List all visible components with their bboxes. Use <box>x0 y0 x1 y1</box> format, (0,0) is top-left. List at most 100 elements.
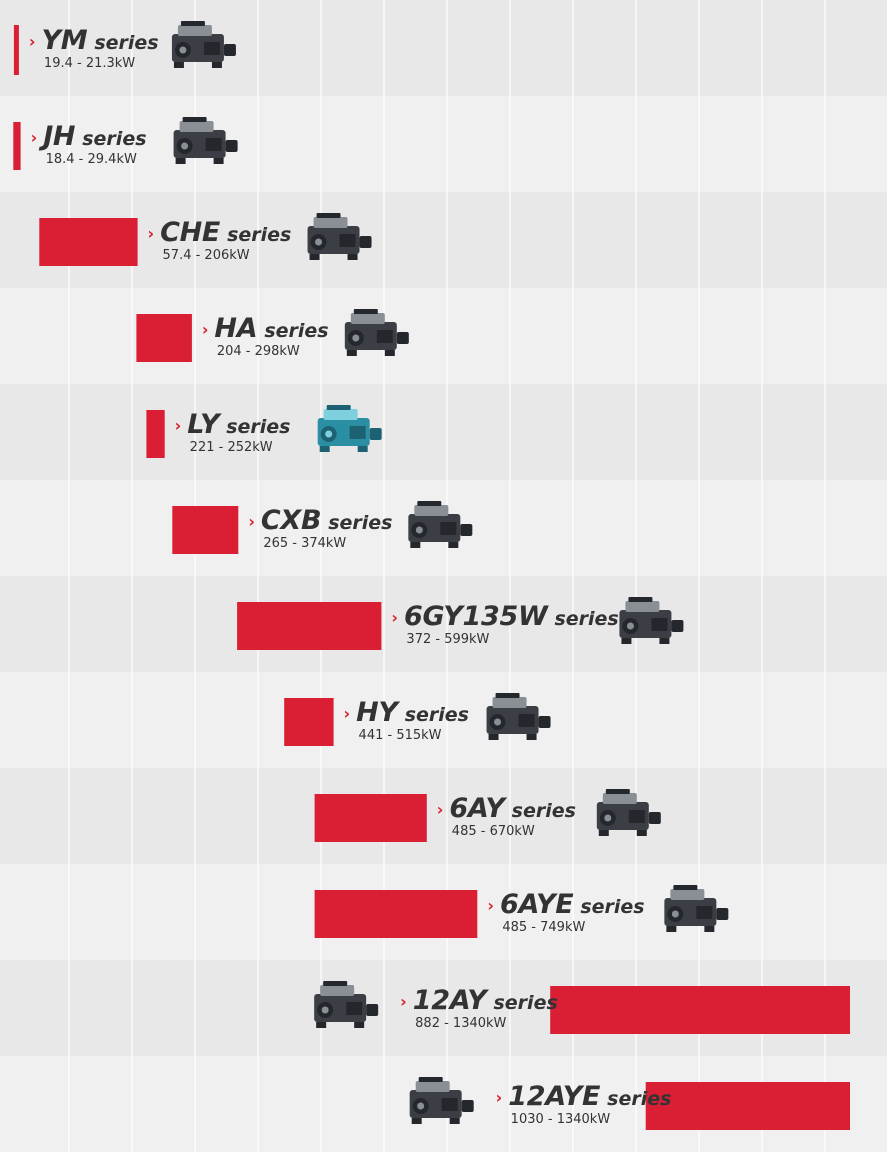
chevron-right-icon: › <box>174 416 182 435</box>
series-name-line: › CHE series <box>148 219 292 246</box>
power-range-label: 19.4 - 21.3kW <box>43 56 136 71</box>
series-label-6ay[interactable]: › 6AY series 485 - 670kW <box>437 795 576 839</box>
series-name-line: › 12AY series <box>400 987 558 1014</box>
series-name-line: › 6GY135W series <box>391 603 618 630</box>
power-range-label: 204 - 298kW <box>216 344 300 359</box>
marine-engine-icon-ly <box>317 405 382 452</box>
range-bar-ha <box>136 314 192 362</box>
series-name-line: › LY series <box>175 411 291 438</box>
series-name-line: › 12AYE series <box>496 1083 672 1110</box>
power-range-label: 882 - 1340kW <box>415 1016 507 1031</box>
series-name: CXB <box>260 505 322 536</box>
series-name: 6AY <box>449 793 505 824</box>
series-name: JH <box>43 121 76 152</box>
chevron-right-icon: › <box>248 512 255 531</box>
series-label-12ay[interactable]: › 12AY series 882 - 1340kW <box>400 987 558 1031</box>
series-word: series <box>580 896 645 918</box>
marine-engine-icon-jh <box>173 117 238 164</box>
range-bar-ly <box>146 410 165 458</box>
power-range-label: 1030 - 1340kW <box>510 1112 611 1127</box>
row-band <box>0 96 887 192</box>
series-name-line: › HA series <box>202 315 329 342</box>
range-bar-jh <box>13 122 21 170</box>
series-name: 6AYE <box>499 889 574 920</box>
row-band <box>0 576 887 672</box>
series-word: series <box>328 512 393 534</box>
series-word: series <box>404 704 469 726</box>
marine-engine-icon-hy <box>486 693 551 740</box>
chevron-right-icon: › <box>391 608 399 627</box>
row-band <box>0 192 887 288</box>
chevron-right-icon: › <box>436 800 444 819</box>
series-name: 6GY135W <box>404 601 548 632</box>
range-bar-hy <box>284 698 334 746</box>
range-bar-6aye <box>314 890 478 938</box>
series-label-che[interactable]: › CHE series 57.4 - 206kW <box>148 219 292 263</box>
range-bar-12aye <box>645 1082 850 1130</box>
power-range-label: 441 - 515kW <box>358 728 442 743</box>
series-label-12aye[interactable]: › 12AYE series 1030 - 1340kW <box>496 1083 672 1127</box>
power-range-label: 485 - 670kW <box>451 824 535 839</box>
power-range-label: 485 - 749kW <box>502 920 586 935</box>
series-name: HA <box>214 313 258 344</box>
power-range-label: 57.4 - 206kW <box>162 248 250 263</box>
series-label-6aye[interactable]: › 6AYE series 485 - 749kW <box>487 891 644 935</box>
series-label-6gy135w[interactable]: › 6GY135W series 372 - 599kW <box>391 603 618 647</box>
marine-engine-icon-12ay <box>314 981 379 1028</box>
marine-engine-icon-6ay <box>596 789 661 836</box>
marine-engine-icon-6gy135w <box>619 597 684 644</box>
chevron-right-icon: › <box>400 992 407 1011</box>
row-band <box>0 672 887 768</box>
chevron-right-icon: › <box>495 1088 503 1107</box>
chevron-right-icon: › <box>28 32 36 51</box>
series-label-jh[interactable]: › JH series 18.4 - 29.4kW <box>31 123 147 167</box>
series-name: LY <box>187 409 220 440</box>
range-bar-ym <box>13 25 19 75</box>
series-name: YM <box>41 25 88 56</box>
row-band <box>0 768 887 864</box>
series-name-line: › YM series <box>29 27 159 54</box>
marine-engine-icon-12aye <box>409 1077 474 1124</box>
marine-engine-icon-cxb <box>408 501 473 548</box>
series-name-line: › 6AY series <box>437 795 576 822</box>
series-word: series <box>227 224 292 246</box>
series-label-cxb[interactable]: › CXB series 265 - 374kW <box>248 507 392 551</box>
power-range-label: 265 - 374kW <box>263 536 347 551</box>
marine-engine-icon-6aye <box>664 885 729 932</box>
series-word: series <box>554 608 619 630</box>
chevron-right-icon: › <box>201 320 209 339</box>
series-name-line: › 6AYE series <box>487 891 644 918</box>
series-label-ym[interactable]: › YM series 19.4 - 21.3kW <box>29 27 159 71</box>
range-bar-cxb <box>172 506 239 554</box>
series-name-line: › CXB series <box>248 507 392 534</box>
row-band <box>0 384 887 480</box>
range-bar-6ay <box>314 794 427 842</box>
range-bar-che <box>39 218 138 266</box>
power-range-label: 221 - 252kW <box>189 440 273 455</box>
series-name-line: › HY series <box>344 699 469 726</box>
series-word: series <box>264 320 329 342</box>
series-label-ly[interactable]: › LY series 221 - 252kW <box>175 411 291 455</box>
chevron-right-icon: › <box>147 224 155 243</box>
series-name: 12AY <box>412 985 487 1016</box>
power-range-label: 372 - 599kW <box>406 632 490 647</box>
row-band <box>0 288 887 384</box>
series-word: series <box>511 800 576 822</box>
marine-engine-icon-ym <box>171 21 236 68</box>
chevron-right-icon: › <box>343 704 351 723</box>
chevron-right-icon: › <box>30 128 38 147</box>
power-range-label: 18.4 - 29.4kW <box>45 152 137 167</box>
chevron-right-icon: › <box>487 896 494 915</box>
marine-engine-icon-che <box>307 213 372 260</box>
series-name: CHE <box>160 217 221 248</box>
series-label-hy[interactable]: › HY series 441 - 515kW <box>344 699 469 743</box>
series-word: series <box>226 416 291 438</box>
series-label-ha[interactable]: › HA series 204 - 298kW <box>202 315 329 359</box>
range-bar-12ay <box>550 986 850 1034</box>
series-name: HY <box>356 697 398 728</box>
series-name-line: › JH series <box>31 123 147 150</box>
row-band <box>0 0 887 96</box>
series-word: series <box>82 128 147 150</box>
